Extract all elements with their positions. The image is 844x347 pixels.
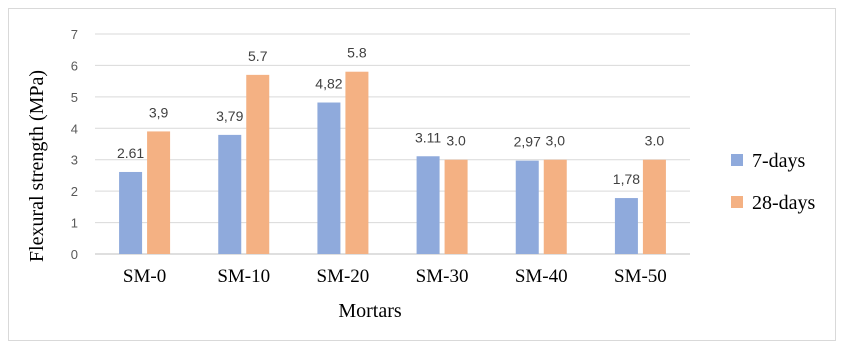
y-tick-label: 5 [71,90,78,105]
y-tick-label: 0 [71,247,78,262]
bar-7-days [218,134,242,254]
x-axis-title: Mortars [338,300,402,322]
bar-7-days [416,156,440,254]
data-labels: 2.61 3,9 3,79 5.7 4,82 5.8 3.11 3.0 2,97 3,0 1,78 3… [117,45,664,187]
y-tick-label: 6 [71,58,78,73]
x-tick-label: SM-50 [614,266,667,287]
data-label: 4,82 [315,76,342,92]
y-tick-label: 1 [71,216,78,231]
data-label: 3,79 [216,108,243,124]
data-label: 5.8 [347,45,367,61]
bar-7-days [515,160,539,254]
bar-28-days [642,159,666,254]
x-tick-label: SM-10 [217,266,270,287]
data-label: 3,9 [149,104,169,120]
data-label: 2,97 [514,134,541,150]
x-tick-label: SM-0 [123,266,166,287]
x-tick-label: SM-40 [515,266,568,287]
bar-7-days [614,198,638,254]
y-tick-label: 4 [71,121,78,136]
data-label: 5.7 [248,48,268,64]
legend-label: 7-days [752,150,806,172]
data-label: 3.11 [415,129,441,145]
legend: 7-days 28-days [731,150,816,214]
data-label: 1,78 [613,171,640,187]
gridlines [95,33,690,255]
y-axis-ticks: 0 1 2 3 4 5 6 7 [71,27,78,262]
data-label: 2.61 [117,145,144,161]
bars [119,71,666,254]
bar-28-days [345,71,369,254]
data-label: 3.0 [645,133,665,149]
y-tick-label: 2 [71,184,78,199]
data-label: 3.0 [446,133,466,149]
bar-28-days [543,159,567,254]
bar-7-days [317,102,341,254]
bar-28-days [246,74,270,254]
y-tick-label: 3 [71,153,78,168]
x-axis-categories: SM-0 SM-10 SM-20 SM-30 SM-40 SM-50 [123,266,667,287]
bar-28-days [444,159,468,254]
bar-7-days [119,171,143,254]
legend-swatch [731,154,743,166]
y-tick-label: 7 [71,27,78,42]
legend-label: 28-days [752,192,816,214]
data-label: 3,0 [546,133,566,149]
x-tick-label: SM-20 [317,266,370,287]
x-tick-label: SM-30 [416,266,469,287]
bar-28-days [147,131,171,254]
y-axis-title: Flexural strength (MPa) [26,70,48,262]
legend-swatch [731,196,743,208]
